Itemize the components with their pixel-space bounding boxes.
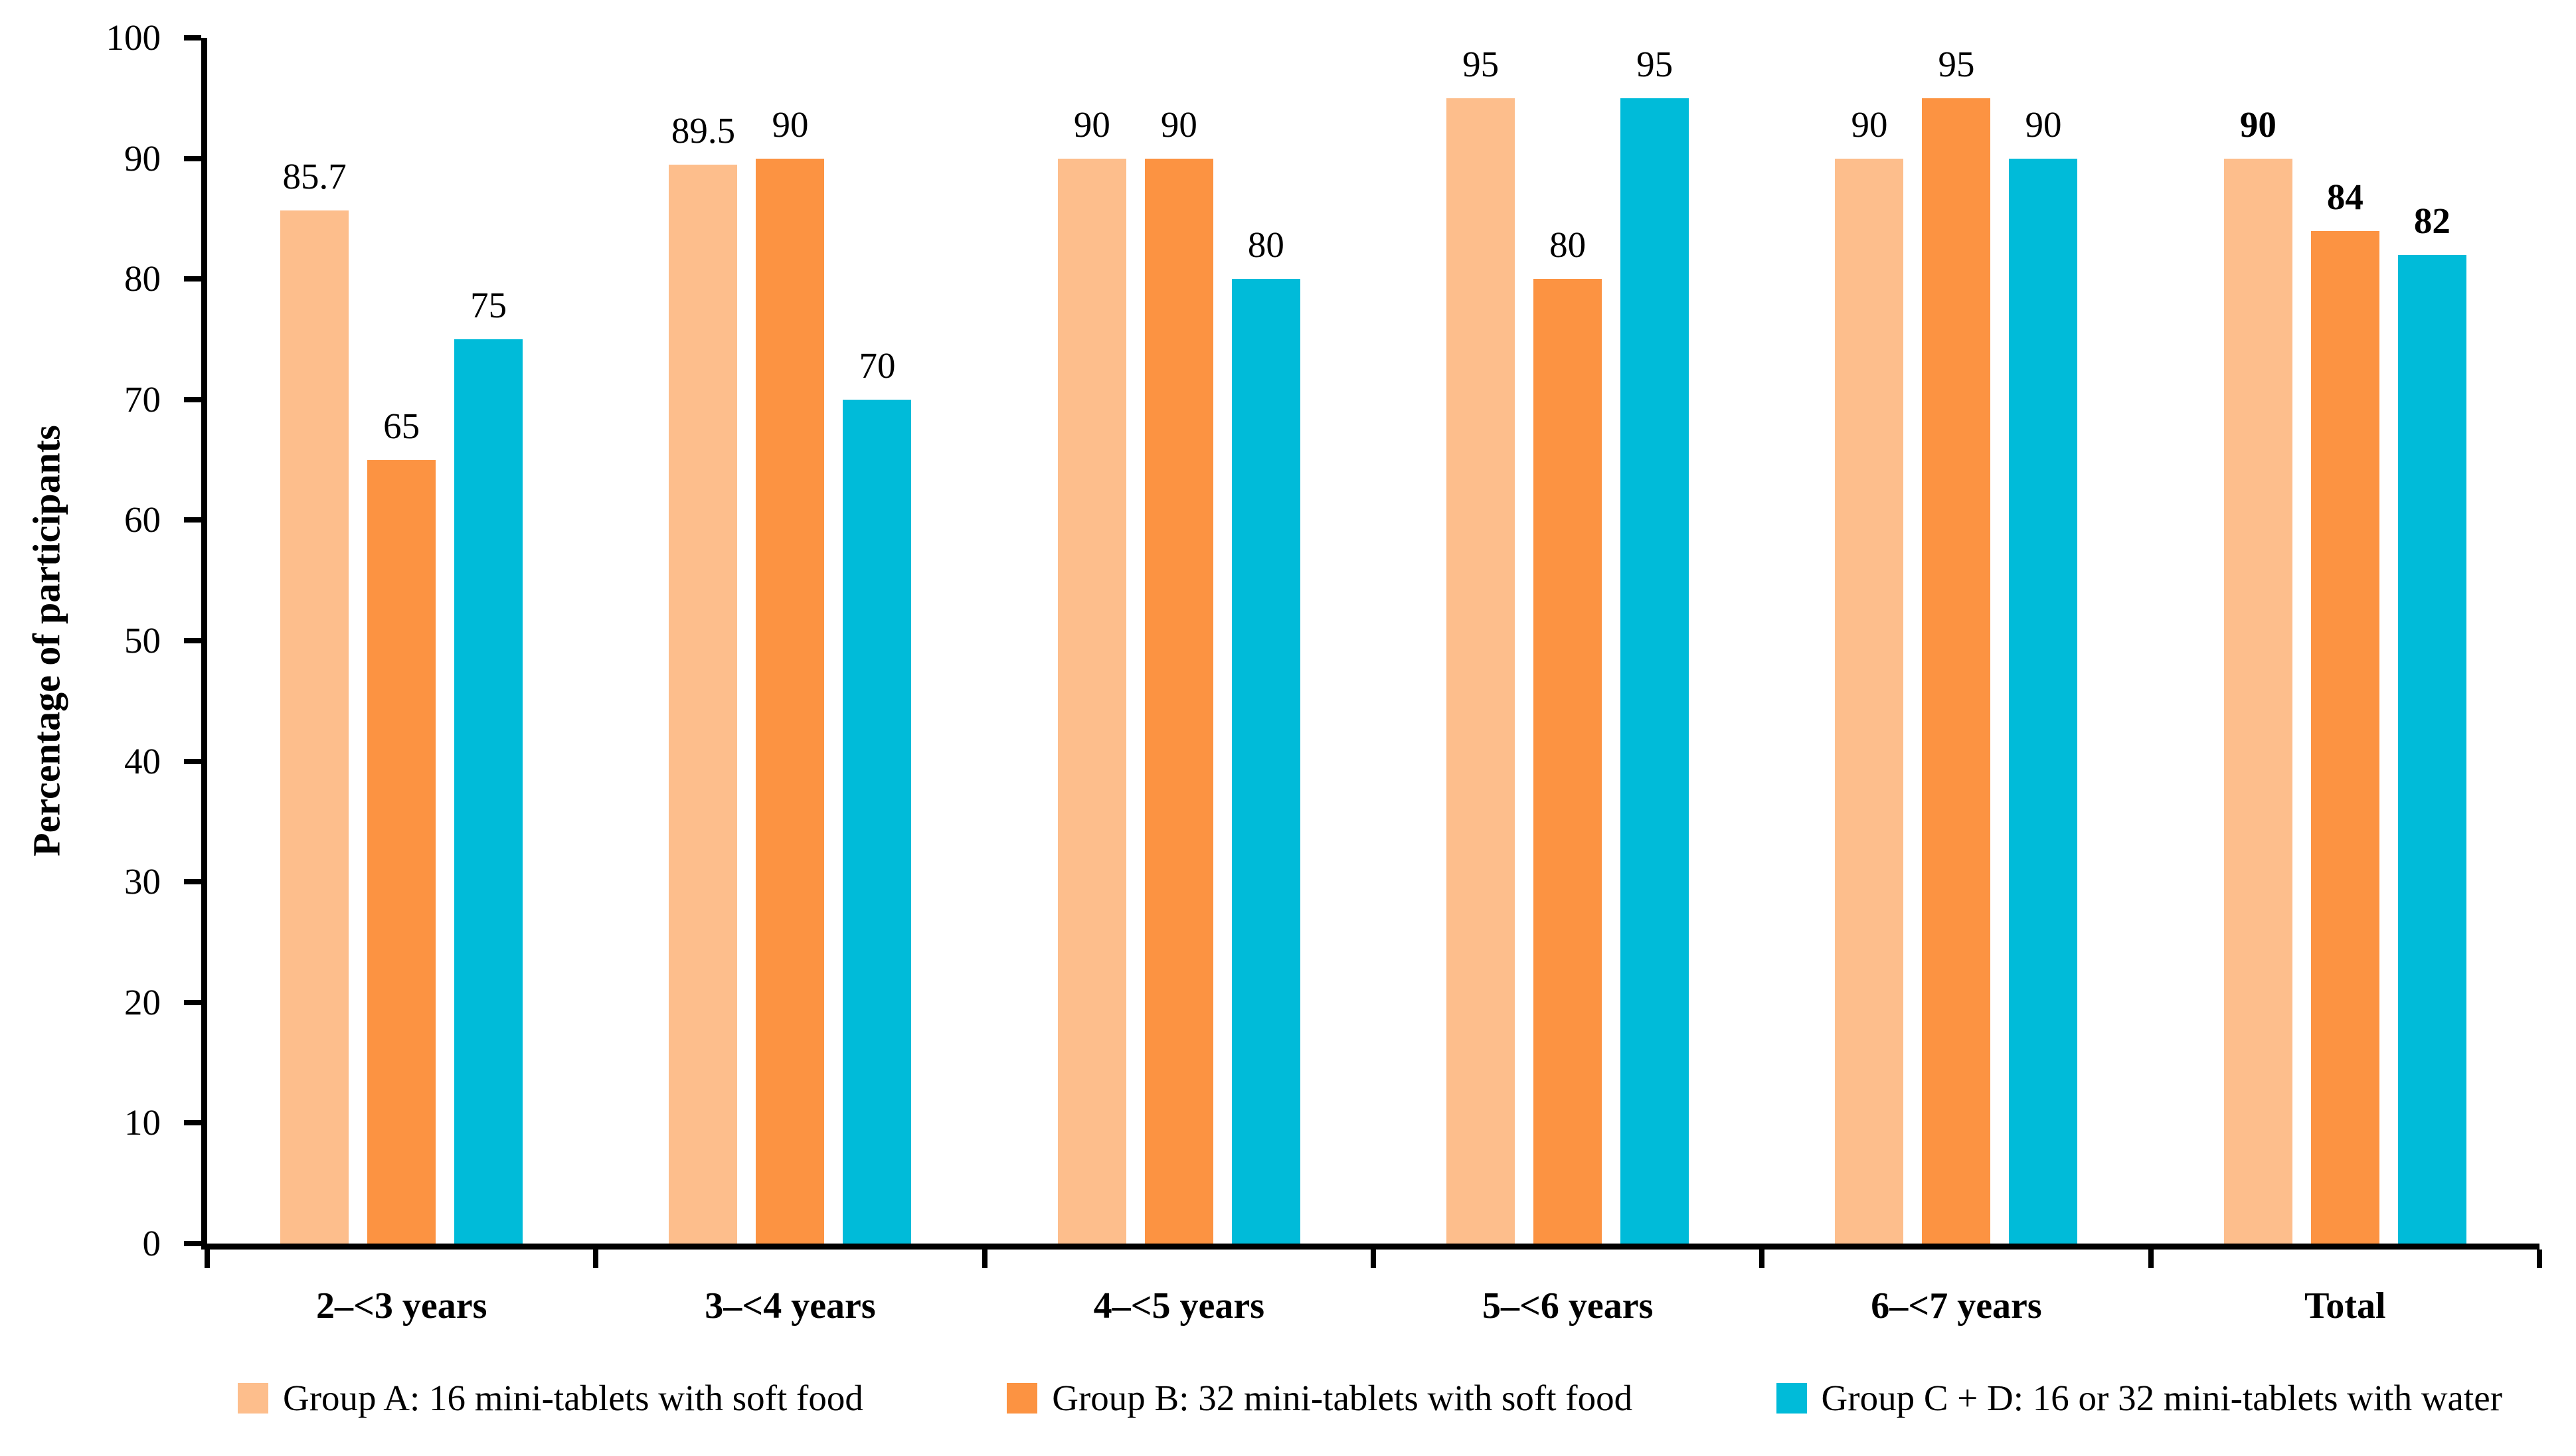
- bar-group: 90 90 80: [985, 38, 1373, 1244]
- bar-group: 95 80 95: [1373, 38, 1762, 1244]
- bar-series-1: 90: [1057, 106, 1126, 1244]
- value-label: 95: [1636, 43, 1674, 84]
- value-label: 80: [1247, 224, 1284, 266]
- value-label: 70: [859, 345, 896, 386]
- y-tick: [184, 999, 201, 1005]
- value-label: 90: [2025, 104, 2062, 145]
- bar-series-3: 95: [1620, 46, 1689, 1244]
- legend-swatch: [1007, 1382, 1038, 1414]
- bar-group: 90 84 82: [2151, 38, 2539, 1244]
- value-label: 85.7: [282, 155, 347, 197]
- bar-series-3: 80: [1231, 226, 1300, 1244]
- legend-label: Group B: 32 mini-tablets with soft food: [1052, 1378, 1633, 1418]
- y-tick-label: 100: [106, 17, 161, 58]
- value-label: 65: [383, 405, 420, 446]
- legend-label: Group A: 16 mini-tablets with soft food: [283, 1378, 863, 1418]
- value-label: 95: [1938, 43, 1975, 84]
- category-label: 5–<6 years: [1482, 1285, 1654, 1327]
- bar-group: 85.7 65 75: [207, 38, 596, 1244]
- category-label: 6–<7 years: [1871, 1285, 2042, 1327]
- x-tick: [2148, 1250, 2154, 1268]
- y-tick-label: 0: [142, 1223, 161, 1263]
- y-tick: [184, 276, 201, 282]
- bar-series-1: 95: [1446, 46, 1515, 1244]
- y-tick-label: 90: [124, 137, 161, 179]
- bar-series-1: 90: [1835, 106, 1904, 1244]
- bar-group: 89.5 90 70: [596, 38, 984, 1244]
- y-tick: [184, 1241, 201, 1246]
- value-label: 90: [1851, 104, 1888, 145]
- y-tick: [184, 638, 201, 643]
- bar-series-2: 90: [756, 106, 825, 1244]
- x-tick: [1371, 1250, 1376, 1268]
- y-tick: [184, 879, 201, 885]
- y-tick-label: 20: [124, 981, 161, 1022]
- x-tick: [2537, 1250, 2542, 1268]
- value-label: 80: [1549, 224, 1587, 266]
- legend-item-3: Group C + D: 16 or 32 mini-tablets with …: [1776, 1380, 2502, 1416]
- category-label: 4–<5 years: [1093, 1285, 1265, 1327]
- x-tick: [205, 1250, 210, 1268]
- bar-group: 90 95 90: [1762, 38, 2150, 1244]
- y-tick-label: 70: [124, 378, 161, 420]
- bar-series-2: 84: [2310, 179, 2379, 1244]
- bar-series-2: 65: [367, 408, 436, 1244]
- bar-series-3: 82: [2397, 202, 2466, 1244]
- bar-series-3: 75: [454, 287, 523, 1244]
- x-tick: [1759, 1250, 1765, 1268]
- legend-swatch: [1776, 1382, 1807, 1414]
- legend-item-2: Group B: 32 mini-tablets with soft food: [1007, 1380, 1632, 1416]
- y-tick-label: 60: [124, 499, 161, 540]
- y-tick-label: 40: [124, 740, 161, 781]
- bar-series-3: 70: [843, 347, 912, 1244]
- y-tick-label: 50: [124, 620, 161, 661]
- x-tick: [593, 1250, 599, 1268]
- bar-series-1: 90: [2223, 106, 2292, 1244]
- value-label: 84: [2326, 176, 2363, 217]
- y-tick: [184, 396, 201, 402]
- value-label: 89.5: [671, 110, 736, 151]
- y-tick: [184, 155, 201, 161]
- bar-series-2: 90: [1144, 106, 1213, 1244]
- x-tick: [982, 1250, 987, 1268]
- value-label: 90: [1073, 104, 1110, 145]
- category-label: 3–<4 years: [705, 1285, 876, 1327]
- plot-area: 0 10 20 30 40 50 60 70 80 90 100 85.7 65 75 2–<3 years…: [106, 18, 2542, 1327]
- value-label: 90: [1160, 104, 1197, 145]
- value-label: 90: [772, 104, 809, 145]
- legend-label: Group C + D: 16 or 32 mini-tablets with …: [1821, 1378, 2502, 1418]
- y-tick-label: 10: [124, 1102, 161, 1143]
- bar-series-2: 95: [1922, 46, 1991, 1244]
- value-label: 82: [2413, 200, 2450, 241]
- bar-series-1: 89.5: [669, 112, 738, 1244]
- legend: Group A: 16 mini-tablets with soft food G…: [238, 1380, 2502, 1416]
- legend-swatch: [238, 1382, 268, 1414]
- category-label: Total: [2304, 1285, 2386, 1327]
- value-label: 90: [2239, 104, 2276, 145]
- y-tick: [184, 758, 201, 764]
- bar-series-3: 90: [2009, 106, 2078, 1244]
- y-tick: [184, 35, 201, 40]
- y-tick-label: 30: [124, 861, 161, 902]
- category-label: 2–<3 years: [315, 1285, 487, 1327]
- value-label: 95: [1462, 43, 1500, 84]
- y-tick: [184, 517, 201, 523]
- value-label: 75: [470, 285, 507, 325]
- y-tick-label: 80: [124, 258, 161, 299]
- legend-item-1: Group A: 16 mini-tablets with soft food: [238, 1380, 863, 1416]
- bar-series-2: 80: [1533, 226, 1602, 1244]
- y-tick: [184, 1120, 201, 1126]
- bar-series-1: 85.7: [280, 158, 349, 1244]
